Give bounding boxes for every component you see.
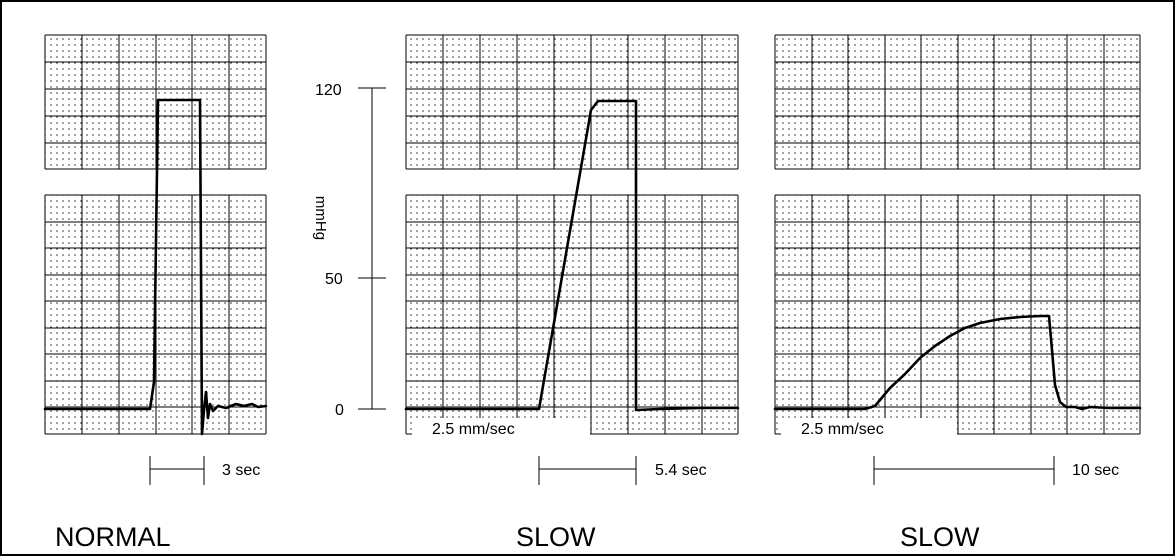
paper-speed-slow-2: 2.5 mm/sec — [801, 421, 884, 438]
time-scale-normal: 3 sec — [149, 456, 260, 485]
grid-top-slow-2 — [774, 34, 1141, 170]
pressure-trace-normal — [43, 98, 268, 436]
caption-normal: NORMAL — [55, 522, 171, 552]
grid-bottom-slow-2 — [774, 194, 1141, 435]
caption-slow-2: SLOW — [900, 522, 980, 552]
pressure-trace-slow-2 — [773, 314, 1142, 411]
grid-top-normal — [44, 34, 267, 170]
tick-label-120: 120 — [315, 82, 342, 99]
grid-bottom-slow-1 — [405, 194, 739, 435]
tick-label-50: 50 — [325, 271, 343, 288]
duration-label-normal: 3 sec — [222, 462, 260, 479]
paper-speed-slow-1: 2.5 mm/sec — [432, 421, 515, 438]
panel-normal: 3 sec NORMAL — [43, 34, 268, 552]
paper-speed-box-slow-2 — [781, 418, 957, 438]
time-scale-slow-1: 5.4 sec — [538, 456, 707, 485]
tick-label-0: 0 — [335, 402, 344, 419]
axis-unit-label: mmHg — [312, 196, 329, 240]
caption-slow-1: SLOW — [516, 522, 596, 552]
panel-slow-2: 2.5 mm/sec 10 sec SLOW — [773, 34, 1142, 552]
panel-slow-1: 2.5 mm/sec 5.4 sec SLOW — [404, 34, 740, 552]
pressure-axis: 120 50 0 mmHg — [312, 82, 386, 419]
grid-top-slow-1 — [405, 34, 739, 170]
paper-speed-box-slow-1 — [412, 418, 590, 438]
duration-label-slow-1: 5.4 sec — [655, 462, 707, 479]
duration-label-slow-2: 10 sec — [1072, 462, 1119, 479]
time-scale-slow-2: 10 sec — [873, 456, 1119, 485]
pressure-trace-slow-1 — [404, 99, 740, 412]
